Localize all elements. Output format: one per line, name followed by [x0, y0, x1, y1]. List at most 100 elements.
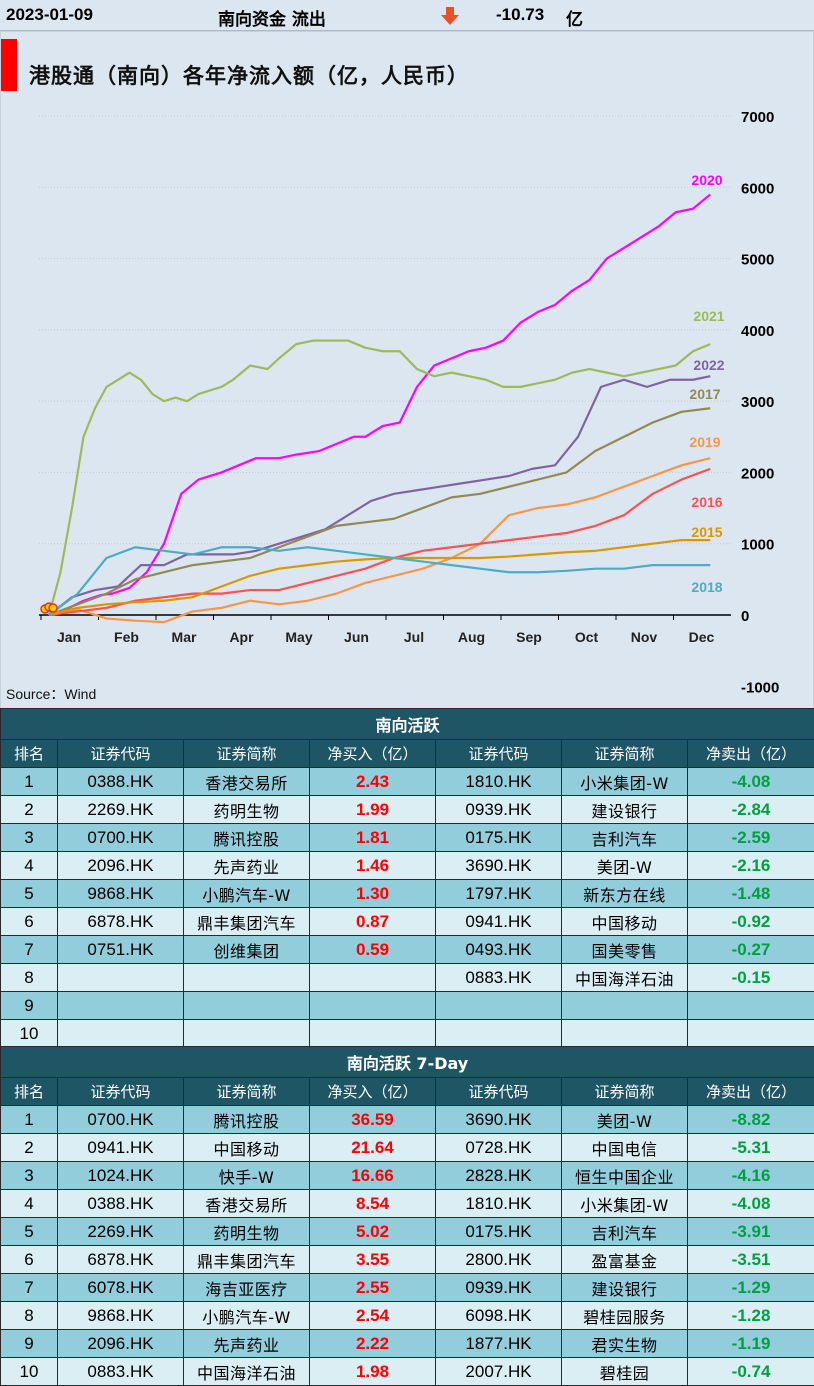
- column-header: 排名: [1, 740, 58, 768]
- series-label-2016: 2016: [691, 494, 722, 510]
- weekly-title-row: 南向活跃 7-Day: [1, 1047, 814, 1078]
- x-tick-label: Nov: [631, 629, 658, 645]
- sell-name-cell: 国美零售: [562, 936, 688, 964]
- sell-name-cell: 小米集团-W: [562, 768, 688, 796]
- buy-name-cell: 药明生物: [184, 796, 310, 824]
- sell-name-cell: 中国海洋石油: [562, 964, 688, 992]
- series-label-2020: 2020: [691, 172, 722, 188]
- buy-code-cell: 9868.HK: [58, 1302, 184, 1330]
- net-buy-cell: 16.66: [310, 1162, 436, 1190]
- x-tick-label: Dec: [689, 629, 715, 645]
- sell-code-cell: 2828.HK: [436, 1162, 562, 1190]
- weekly-header-row: 排名证券代码证券简称净买入（亿）证券代码证券简称净卖出（亿）: [1, 1078, 814, 1106]
- buy-name-cell: 先声药业: [184, 1330, 310, 1358]
- net-buy-cell: 2.55: [310, 1274, 436, 1302]
- rank-cell: 8: [1, 1302, 58, 1330]
- buy-name-cell: 中国移动: [184, 1134, 310, 1162]
- net-sell-cell: -2.16: [688, 852, 814, 880]
- y-tick-label: 2000: [741, 465, 774, 482]
- column-header: 证券简称: [562, 740, 688, 768]
- flow-label: 南向资金 流出: [218, 5, 326, 30]
- net-sell-cell: -1.19: [688, 1330, 814, 1358]
- net-buy-cell: 2.43: [310, 768, 436, 796]
- x-tick-label: Aug: [458, 629, 485, 645]
- net-buy-cell: 2.22: [310, 1330, 436, 1358]
- buy-code-cell: [58, 992, 184, 1020]
- buy-code-cell: 2096.HK: [58, 1330, 184, 1358]
- arrow-down-icon: [440, 6, 460, 26]
- y-tick-label: 0: [741, 608, 749, 625]
- buy-name-cell: 小鹏汽车-W: [184, 880, 310, 908]
- y-tick-label: 1000: [741, 537, 774, 554]
- series-line-2020: [49, 194, 710, 615]
- sell-name-cell: 恒生中国企业: [562, 1162, 688, 1190]
- series-line-2019: [49, 458, 710, 622]
- sell-name-cell: 新东方在线: [562, 880, 688, 908]
- sell-name-cell: [562, 1020, 688, 1048]
- buy-code-cell: 6078.HK: [58, 1274, 184, 1302]
- rank-cell: 7: [1, 936, 58, 964]
- series-line-2017: [49, 408, 710, 615]
- sell-code-cell: 2800.HK: [436, 1246, 562, 1274]
- x-tick-label: Feb: [114, 629, 139, 645]
- net-buy-cell: 1.98: [310, 1358, 436, 1386]
- net-sell-cell: -4.16: [688, 1162, 814, 1190]
- y-tick-label: 4000: [741, 323, 774, 340]
- buy-name-cell: 香港交易所: [184, 768, 310, 796]
- net-sell-cell: [688, 992, 814, 1020]
- flow-value: -10.73: [496, 5, 544, 25]
- rank-cell: 10: [1, 1358, 58, 1386]
- buy-code-cell: 0388.HK: [58, 1190, 184, 1218]
- buy-name-cell: [184, 964, 310, 992]
- rank-cell: 3: [1, 824, 58, 852]
- daily-title-row: 南向活跃: [1, 709, 814, 740]
- sell-code-cell: 3690.HK: [436, 852, 562, 880]
- series-label-2018: 2018: [691, 579, 722, 595]
- x-tick-label: Jan: [57, 629, 81, 645]
- x-tick-label: Oct: [575, 629, 599, 645]
- buy-name-cell: 先声药业: [184, 852, 310, 880]
- buy-code-cell: 6878.HK: [58, 908, 184, 936]
- series-line-2021: [49, 341, 710, 615]
- table-row: 10: [1, 1020, 814, 1048]
- series-label-2015: 2015: [691, 524, 722, 540]
- net-sell-cell: -8.82: [688, 1106, 814, 1134]
- rank-cell: 9: [1, 1330, 58, 1358]
- column-header: 证券代码: [58, 1078, 184, 1106]
- sell-code-cell: 0728.HK: [436, 1134, 562, 1162]
- sell-name-cell: 中国电信: [562, 1134, 688, 1162]
- net-sell-cell: -4.08: [688, 768, 814, 796]
- buy-name-cell: 鼎丰集团汽车: [184, 908, 310, 936]
- rank-cell: 9: [1, 992, 58, 1020]
- y-tick-label: 5000: [741, 252, 774, 269]
- net-buy-cell: 2.54: [310, 1302, 436, 1330]
- sell-name-cell: 美团-W: [562, 852, 688, 880]
- net-sell-cell: -1.28: [688, 1302, 814, 1330]
- sell-code-cell: 1810.HK: [436, 768, 562, 796]
- buy-name-cell: 鼎丰集团汽车: [184, 1246, 310, 1274]
- sell-name-cell: 美团-W: [562, 1106, 688, 1134]
- sell-name-cell: 吉利汽车: [562, 1218, 688, 1246]
- net-buy-cell: 0.59: [310, 936, 436, 964]
- buy-name-cell: 小鹏汽车-W: [184, 1302, 310, 1330]
- sell-code-cell: 0939.HK: [436, 796, 562, 824]
- sell-code-cell: 2007.HK: [436, 1358, 562, 1386]
- rank-cell: 5: [1, 1218, 58, 1246]
- header-bar: 2023-01-09 南向资金 流出 -10.73 亿: [0, 0, 814, 31]
- net-sell-cell: -2.84: [688, 796, 814, 824]
- column-header: 证券简称: [562, 1078, 688, 1106]
- net-sell-cell: -1.48: [688, 880, 814, 908]
- sell-code-cell: 0883.HK: [436, 964, 562, 992]
- net-buy-cell: 1.46: [310, 852, 436, 880]
- net-buy-cell: 1.30: [310, 880, 436, 908]
- sell-code-cell: 0175.HK: [436, 1218, 562, 1246]
- buy-code-cell: 0941.HK: [58, 1134, 184, 1162]
